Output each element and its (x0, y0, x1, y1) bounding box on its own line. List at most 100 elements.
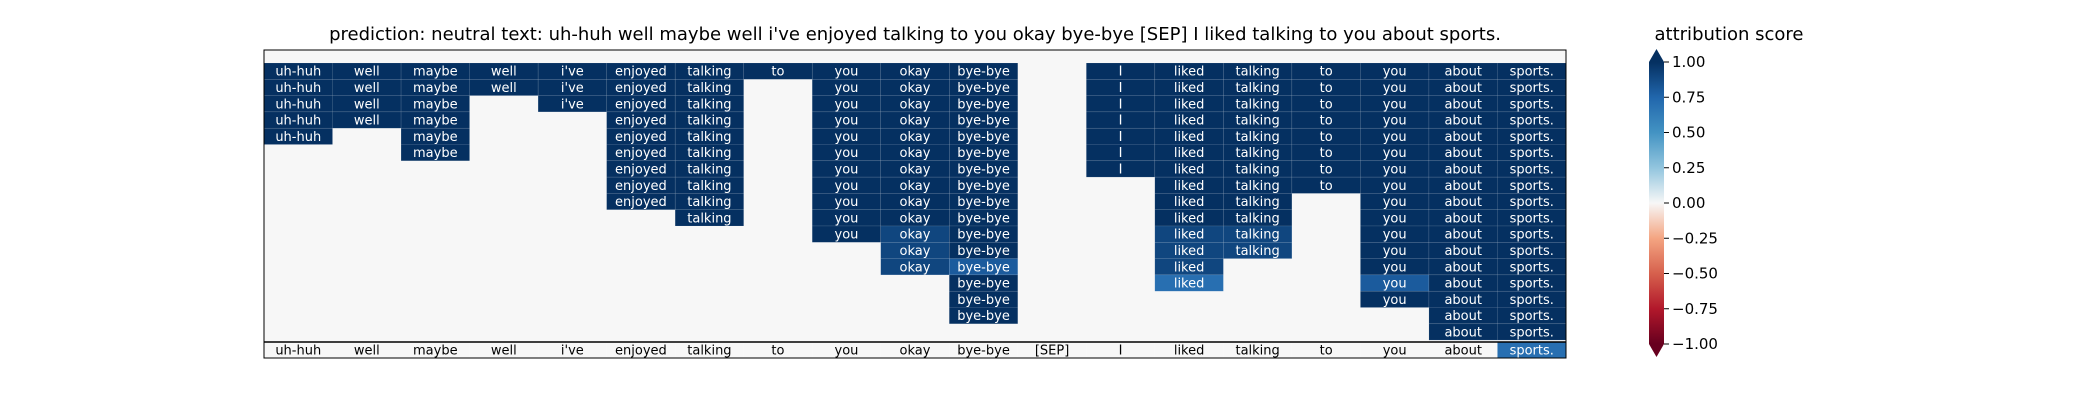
heatmap-cell-label: sports. (1510, 81, 1554, 96)
heatmap-cell-label: about (1444, 244, 1482, 259)
token-label: you (835, 344, 859, 359)
heatmap-cell-label: okay (900, 162, 931, 177)
heatmap-cell-label: liked (1174, 228, 1205, 243)
heatmap-cell-label: talking (1235, 179, 1279, 194)
heatmap-cell-label: I (1119, 81, 1123, 96)
heatmap-cell-label: about (1444, 309, 1482, 324)
heatmap-cell-label: i've (561, 65, 584, 80)
heatmap-cell-label: about (1444, 277, 1482, 292)
heatmap-cell-label: you (1383, 277, 1407, 292)
heatmap-cell-label: about (1444, 97, 1482, 112)
heatmap-cell-label: about (1444, 130, 1482, 145)
heatmap-cell-label: about (1444, 325, 1482, 340)
heatmap-cell-label: bye-bye (957, 195, 1010, 210)
colorbar-tick-label: 1.00 (1672, 53, 1705, 71)
heatmap-cell-label: you (1383, 146, 1407, 161)
heatmap-cell (332, 95, 402, 113)
heatmap-cell-label: okay (900, 81, 931, 96)
colorbar-label: attribution score (1655, 24, 1804, 45)
colorbar-ticks: 1.00 0.75 0.50 0.25 0.00 −0.25 −0.50 −0.75 −1.00 (1664, 53, 1718, 353)
heatmap-cell-label: you (1383, 244, 1407, 259)
heatmap-cell (949, 95, 1019, 113)
heatmap-cell-label: about (1444, 293, 1482, 308)
heatmap-cell-label: sports. (1510, 114, 1554, 129)
heatmap-cell-label: okay (900, 146, 931, 161)
heatmap-cell-label: I (1119, 130, 1123, 145)
heatmap-cell-label: liked (1174, 244, 1205, 259)
token-cell (469, 342, 539, 358)
colorbar: attribution score 1.00 0.75 0.50 0.25 0.00 −0… (1649, 24, 1803, 357)
heatmap-cell-label: talking (1235, 244, 1279, 259)
token-cell (538, 342, 607, 358)
colorbar-tick-label: 0.75 (1672, 88, 1705, 106)
heatmap-cell-label: okay (900, 195, 931, 210)
colorbar-tick-label: 0.50 (1672, 124, 1705, 142)
heatmap-cell-label: okay (900, 211, 931, 226)
heatmap-cell-label: to (771, 65, 784, 80)
heatmap-cell-label: talking (1235, 97, 1279, 112)
heatmap-cell-label: you (835, 97, 859, 112)
heatmap-cell-label: bye-bye (957, 179, 1010, 194)
heatmap-cell-label: well (491, 81, 517, 96)
heatmap-cell-label: to (1320, 81, 1333, 96)
heatmap-cell-label: sports. (1510, 309, 1554, 324)
heatmap-cell-label: sports. (1510, 277, 1554, 292)
heatmap-cell-label: you (835, 228, 859, 243)
token-cell (332, 342, 402, 358)
token-cell (264, 342, 333, 358)
colorbar-tick-label: −1.00 (1672, 335, 1718, 353)
heatmap-cell-label: to (1320, 162, 1333, 177)
heatmap-cell-label: liked (1174, 146, 1205, 161)
heatmap-cell-label: enjoyed (615, 65, 667, 80)
heatmap-cell-label: you (1383, 195, 1407, 210)
heatmap-cell-label: talking (687, 114, 731, 129)
heatmap-cell-label: about (1444, 195, 1482, 210)
heatmap-cell-label: you (835, 65, 859, 80)
heatmap-cell-label: you (835, 195, 859, 210)
heatmap-cell-label: sports. (1510, 325, 1554, 340)
heatmap-cell-label: talking (687, 211, 731, 226)
heatmap-cell-label: you (1383, 228, 1407, 243)
colorbar-min-arrow (1649, 344, 1664, 357)
heatmap-cell-label: bye-bye (957, 162, 1010, 177)
heatmap-cell-label: you (1383, 114, 1407, 129)
heatmap-cell (1154, 274, 1224, 292)
heatmap-cell-label: liked (1174, 179, 1205, 194)
heatmap-cell-label: you (835, 81, 859, 96)
heatmap-cell-label: bye-bye (957, 260, 1010, 275)
heatmap-cell-label: you (1383, 179, 1407, 194)
heatmap-cell-label: talking (1235, 162, 1279, 177)
heatmap-cell-label: enjoyed (615, 81, 667, 96)
heatmap-cell-label: well (354, 65, 380, 80)
heatmap-cell-label: i've (561, 97, 584, 112)
token-label: talking (1235, 344, 1279, 359)
heatmap-cell-label: I (1119, 146, 1123, 161)
heatmap-cell-label: bye-bye (957, 130, 1010, 145)
token-cell (1017, 342, 1087, 358)
heatmap-cell (949, 307, 1019, 325)
heatmap-cell-label: okay (900, 244, 931, 259)
heatmap-cell-label: talking (687, 179, 731, 194)
heatmap-cell-label: to (1320, 146, 1333, 161)
heatmap-cell-label: well (491, 65, 517, 80)
heatmap-cell-label: enjoyed (615, 179, 667, 194)
heatmap-cell-label: okay (900, 179, 931, 194)
heatmap-cell-label: talking (687, 162, 731, 177)
heatmap-cell-label: sports. (1510, 97, 1554, 112)
token-label: to (1320, 344, 1333, 359)
heatmap-cell-label: talking (1235, 195, 1279, 210)
heatmap-cell-label: liked (1174, 162, 1205, 177)
token-cell (1154, 342, 1224, 358)
heatmap-cell-label: sports. (1510, 162, 1554, 177)
heatmap-cell (400, 144, 470, 162)
heatmap-cell-label: sports. (1510, 130, 1554, 145)
heatmap-cell-label: sports. (1510, 293, 1554, 308)
heatmap-cell-label: I (1119, 97, 1123, 112)
token-cell (1291, 342, 1361, 358)
heatmap-cell-label: sports. (1510, 228, 1554, 243)
heatmap-cell (400, 95, 470, 113)
heatmap-cell-label: you (1383, 260, 1407, 275)
heatmap-cell (674, 95, 744, 113)
heatmap-cell-label: maybe (413, 146, 458, 161)
heatmap-cell-label: liked (1174, 195, 1205, 210)
